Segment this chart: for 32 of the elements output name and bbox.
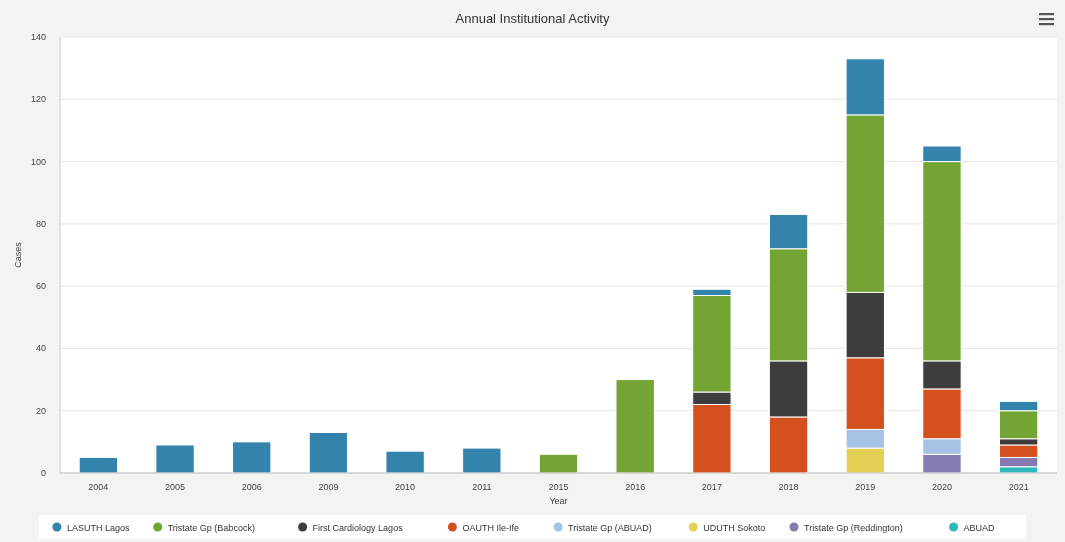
x-tick-label: 2005 xyxy=(165,482,186,492)
legend-label: ABUAD xyxy=(963,522,996,533)
legend-label: Tristate Gp (Babcock) xyxy=(167,522,255,533)
y-tick-label: 100 xyxy=(30,156,46,167)
x-tick-label: 2009 xyxy=(318,482,339,492)
y-tick-label: 80 xyxy=(35,218,46,229)
legend-label: LASUTH Lagos xyxy=(66,522,130,533)
legend-label: Tristate Gp (Reddington) xyxy=(804,522,903,533)
x-tick-label: 2011 xyxy=(472,482,492,492)
x-tick-label: 2018 xyxy=(778,482,799,492)
x-tick-label: 2010 xyxy=(395,482,416,492)
y-tick-label: 20 xyxy=(35,405,46,416)
y-tick-label: 0 xyxy=(40,468,46,478)
x-tick-label: 2020 xyxy=(931,482,952,492)
y-tick-label: 40 xyxy=(35,343,46,354)
legend-label: Tristate Gp (ABUAD) xyxy=(568,522,652,533)
x-tick-label: 2017 xyxy=(701,482,722,492)
x-tick-label: 2021 xyxy=(1008,482,1029,492)
x-tick-label: 2019 xyxy=(855,482,876,492)
y-axis-title: Cases xyxy=(13,241,23,268)
x-tick-label: 2004 xyxy=(88,482,109,492)
legend-label: OAUTH Ile-Ife xyxy=(462,522,519,533)
y-tick-label: 120 xyxy=(30,94,46,105)
y-tick-label: 60 xyxy=(35,281,46,292)
x-tick-label: 2016 xyxy=(625,482,646,492)
x-axis-title: Year xyxy=(549,496,568,506)
legend-label: UDUTH Sokoto xyxy=(703,522,766,533)
y-tick-label: 140 xyxy=(30,32,46,42)
x-tick-label: 2006 xyxy=(241,482,262,492)
legend-label: First Cardiology Lagos xyxy=(312,522,404,533)
x-tick-label: 2015 xyxy=(548,482,569,492)
chart-title: Annual Institutional Activity xyxy=(455,11,610,26)
